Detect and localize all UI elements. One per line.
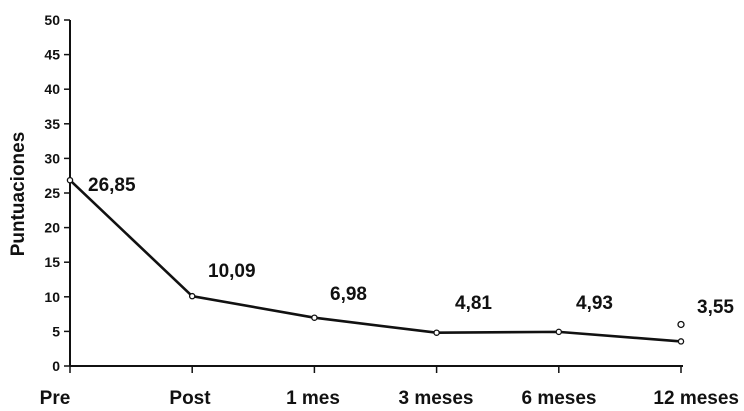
y-tick-label: 20	[44, 220, 60, 236]
data-point	[311, 314, 318, 321]
data-label: 26,85	[88, 175, 136, 196]
data-label: 10,09	[208, 261, 256, 282]
y-tick-label: 40	[44, 81, 60, 97]
x-tick-label: 1 mes	[286, 388, 340, 409]
data-point	[66, 176, 74, 184]
y-tick-label: 35	[44, 116, 60, 132]
data-point	[433, 329, 440, 336]
y-tick-label: 10	[44, 289, 60, 305]
series-line	[69, 179, 682, 343]
x-tick-label: 12 meses	[653, 388, 739, 409]
y-axis-label: Puntuaciones	[8, 132, 29, 257]
y-tick-label: 45	[44, 47, 60, 63]
series	[66, 176, 685, 345]
y-ticks: 0 5 10 15 20 25 30 35 40 45 50	[44, 12, 70, 374]
y-tick-label: 5	[52, 323, 60, 339]
data-labels: 26,85 10,09 6,98 4,81 4,93 3,55	[88, 175, 734, 318]
y-tick-label: 0	[52, 358, 60, 374]
data-point	[188, 292, 196, 300]
x-tick-label: Post	[169, 388, 211, 409]
data-label: 6,98	[330, 284, 367, 305]
data-label: 3,55	[697, 297, 734, 318]
y-tick-label: 50	[44, 12, 60, 28]
x-tick-label: 6 meses	[521, 388, 596, 409]
y-tick-label: 25	[44, 185, 60, 201]
data-point	[555, 328, 563, 336]
x-ticks: Pre Post 1 mes 3 meses 6 meses 12 meses	[40, 366, 739, 409]
x-tick-label: Pre	[40, 388, 71, 409]
extra-point	[677, 320, 685, 329]
y-tick-label: 30	[44, 150, 60, 166]
data-label: 4,93	[576, 293, 613, 314]
data-label: 4,81	[455, 293, 492, 314]
data-point	[677, 338, 685, 345]
y-tick-label: 15	[44, 254, 60, 270]
axes	[69, 20, 683, 367]
x-tick-label: 3 meses	[398, 388, 473, 409]
